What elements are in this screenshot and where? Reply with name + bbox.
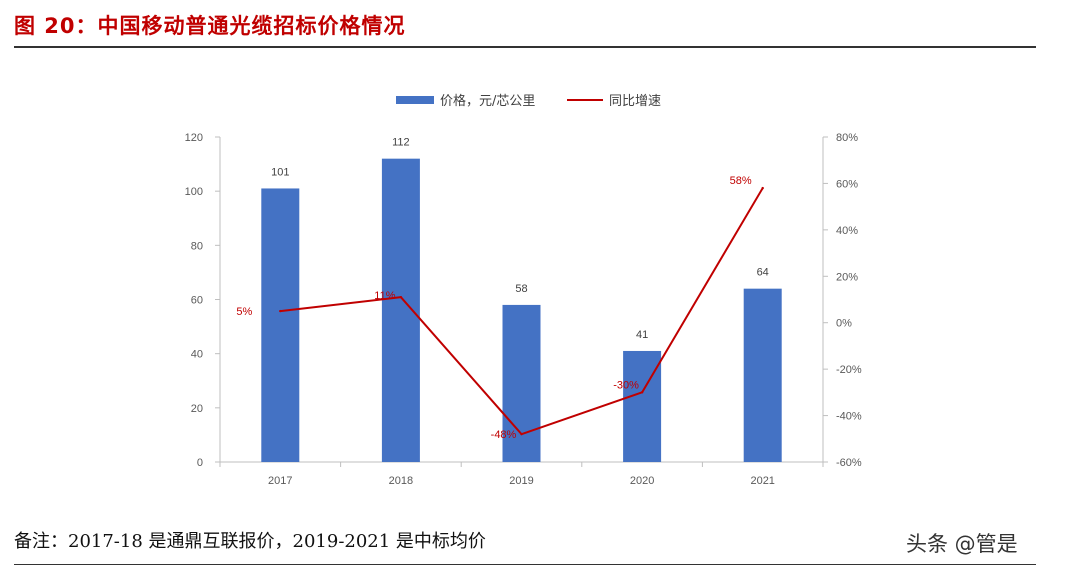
right-tick-label: -40% <box>836 411 862 423</box>
growth-value-label: -48% <box>491 429 517 441</box>
bar-value-label: 64 <box>757 267 769 279</box>
bar-value-label: 101 <box>271 166 289 178</box>
growth-value-label: 5% <box>236 306 252 318</box>
bar-value-label: 58 <box>515 283 527 295</box>
bar <box>261 188 300 463</box>
x-tick-label: 2020 <box>630 475 654 487</box>
growth-point <box>640 391 644 394</box>
growth-point <box>520 432 523 436</box>
legend-bar-label: 价格，元/芯公里 <box>440 93 535 109</box>
right-tick-label: 20% <box>836 271 858 283</box>
top-rule <box>14 46 1036 48</box>
x-tick-label: 2021 <box>750 475 774 487</box>
x-tick-label: 2019 <box>509 475 533 487</box>
footnote: 备注：2017-18 是通鼎互联报价，2019-2021 是中标均价 <box>14 531 486 552</box>
growth-value-label: -30% <box>613 379 639 391</box>
bar <box>623 350 662 462</box>
x-tick-label: 2018 <box>389 475 413 487</box>
right-tick-label: 60% <box>836 178 858 190</box>
right-tick-label: 0% <box>836 318 852 330</box>
chart-legend: 价格，元/芯公里 同比增速 <box>396 93 661 109</box>
left-tick-label: 80 <box>191 240 203 252</box>
growth-point <box>399 295 403 299</box>
left-tick-label: 20 <box>191 403 203 415</box>
watermark: 头条 @管是 <box>906 532 1018 556</box>
left-tick-label: 0 <box>197 457 203 469</box>
bottom-rule <box>14 564 1036 565</box>
data-labels: 101 112 58 41 64 5% 11% -48% -30% 58% <box>236 137 768 441</box>
bar-series <box>261 158 782 463</box>
bar <box>743 288 782 462</box>
legend-line-label: 同比增速 <box>609 94 661 109</box>
right-tick-label: -20% <box>836 364 862 376</box>
growth-point <box>279 309 282 313</box>
right-tick-label: -60% <box>836 457 862 469</box>
figure-title: 图 20：中国移动普通光缆招标价格情况 <box>14 14 406 38</box>
growth-value-label: 11% <box>374 290 395 302</box>
chart-axes: 0 20 40 60 80 100 120 -60% -40% -20% 0% 20% 40% 60% 80… <box>185 132 862 487</box>
line-series <box>279 186 764 436</box>
left-tick-label: 60 <box>191 295 203 307</box>
growth-value-label: 58% <box>730 175 752 187</box>
right-tick-label: 80% <box>836 132 858 144</box>
bar <box>502 304 541 462</box>
left-tick-label: 100 <box>185 186 203 198</box>
growth-point <box>761 186 764 190</box>
left-tick-label: 120 <box>185 132 203 144</box>
right-tick-label: 40% <box>836 225 858 237</box>
legend-bar-swatch <box>396 96 434 104</box>
left-tick-label: 40 <box>191 349 203 361</box>
bar <box>381 158 420 462</box>
bar-value-label: 112 <box>392 137 410 149</box>
x-tick-label: 2017 <box>268 475 292 487</box>
bar-value-label: 41 <box>636 329 648 341</box>
